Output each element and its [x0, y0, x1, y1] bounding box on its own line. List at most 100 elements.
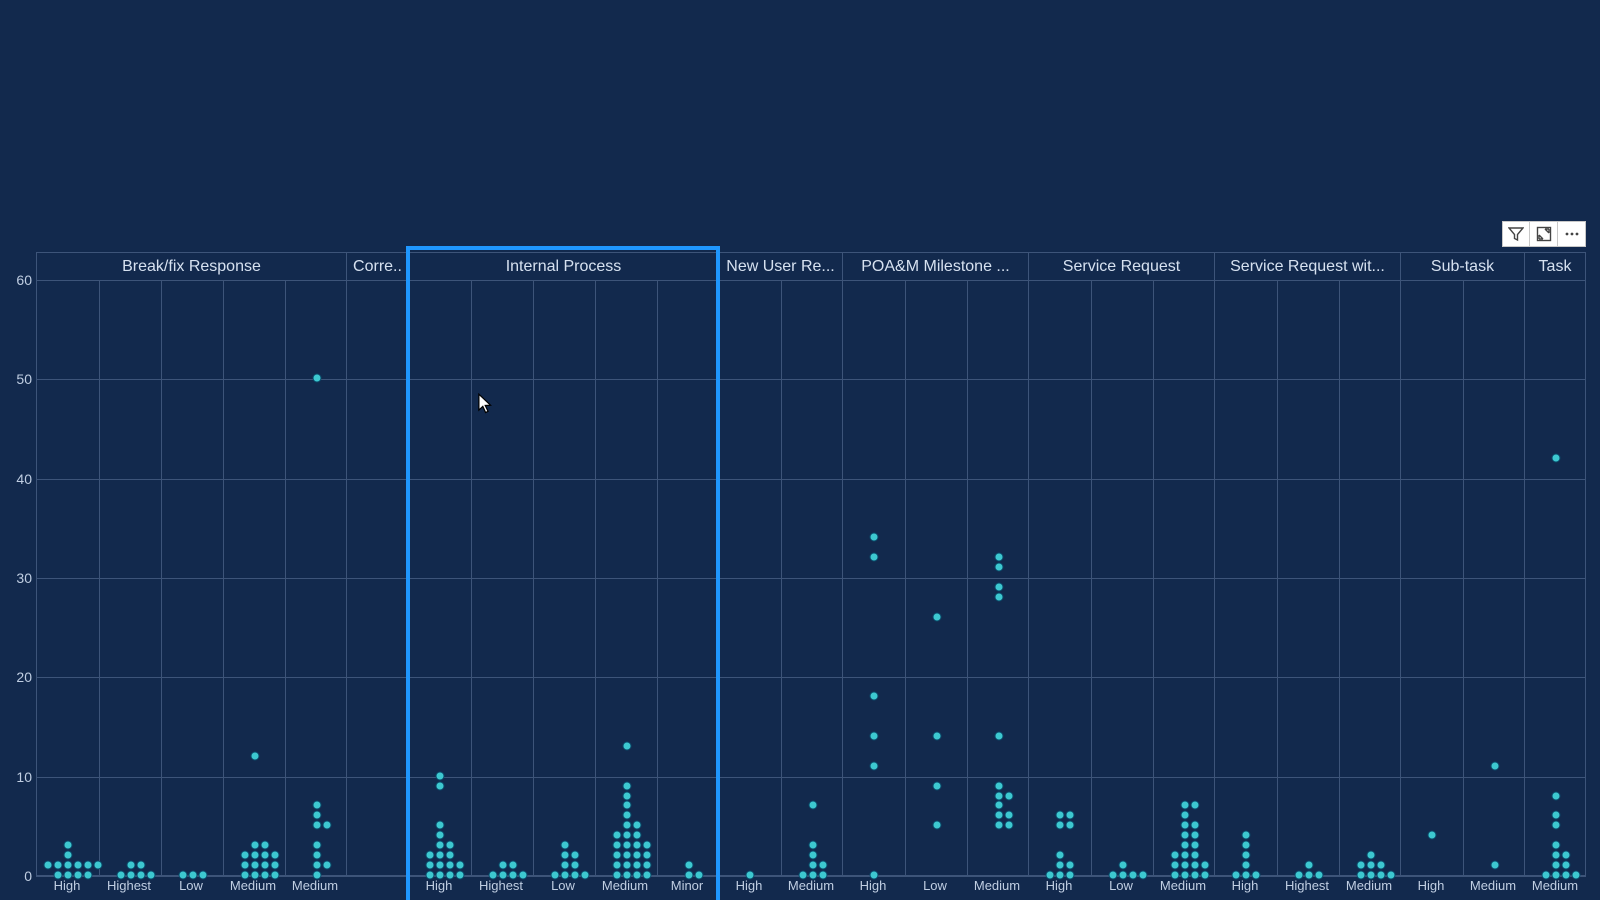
- data-point[interactable]: [1552, 821, 1561, 830]
- data-point[interactable]: [1367, 871, 1376, 880]
- data-point[interactable]: [199, 871, 208, 880]
- data-point[interactable]: [446, 851, 455, 860]
- data-point[interactable]: [1171, 851, 1180, 860]
- focus-mode-icon[interactable]: [1530, 221, 1558, 247]
- data-point[interactable]: [189, 871, 198, 880]
- data-point[interactable]: [271, 871, 280, 880]
- data-point[interactable]: [1305, 871, 1314, 880]
- data-point[interactable]: [1367, 861, 1376, 870]
- data-point[interactable]: [571, 851, 580, 860]
- data-point[interactable]: [1181, 871, 1190, 880]
- data-point[interactable]: [1181, 821, 1190, 830]
- data-point[interactable]: [94, 861, 103, 870]
- data-point[interactable]: [261, 841, 270, 850]
- data-point[interactable]: [1056, 811, 1065, 820]
- data-point[interactable]: [313, 801, 322, 810]
- facet-panel[interactable]: Break/fix Response: [36, 253, 346, 875]
- data-point[interactable]: [571, 871, 580, 880]
- data-point[interactable]: [551, 871, 560, 880]
- data-point[interactable]: [84, 871, 93, 880]
- data-point[interactable]: [1552, 871, 1561, 880]
- data-point[interactable]: [251, 751, 260, 760]
- data-point[interactable]: [995, 801, 1004, 810]
- facet-panel[interactable]: New User Re...: [718, 253, 842, 875]
- data-point[interactable]: [870, 533, 879, 542]
- data-point[interactable]: [426, 861, 435, 870]
- data-point[interactable]: [1181, 851, 1190, 860]
- data-point[interactable]: [809, 871, 818, 880]
- data-point[interactable]: [643, 841, 652, 850]
- data-point[interactable]: [1242, 861, 1251, 870]
- data-point[interactable]: [509, 861, 518, 870]
- data-point[interactable]: [1387, 871, 1396, 880]
- data-point[interactable]: [995, 781, 1004, 790]
- data-point[interactable]: [313, 841, 322, 850]
- data-point[interactable]: [1056, 851, 1065, 860]
- data-point[interactable]: [1305, 861, 1314, 870]
- data-point[interactable]: [1552, 851, 1561, 860]
- data-point[interactable]: [323, 861, 332, 870]
- facet-panel[interactable]: Task: [1524, 253, 1586, 875]
- data-point[interactable]: [623, 741, 632, 750]
- data-point[interactable]: [571, 861, 580, 870]
- data-point[interactable]: [809, 851, 818, 860]
- data-point[interactable]: [147, 871, 156, 880]
- data-point[interactable]: [313, 861, 322, 870]
- data-point[interactable]: [1428, 831, 1437, 840]
- data-point[interactable]: [1066, 871, 1075, 880]
- data-point[interactable]: [1056, 871, 1065, 880]
- data-point[interactable]: [313, 821, 322, 830]
- data-point[interactable]: [1357, 861, 1366, 870]
- data-point[interactable]: [1139, 871, 1148, 880]
- data-point[interactable]: [323, 821, 332, 830]
- facet-panel[interactable]: Corre..: [346, 253, 408, 875]
- data-point[interactable]: [613, 871, 622, 880]
- data-point[interactable]: [1552, 791, 1561, 800]
- data-point[interactable]: [685, 871, 694, 880]
- data-point[interactable]: [1066, 861, 1075, 870]
- facet-panel[interactable]: Service Request wit...: [1214, 253, 1400, 875]
- data-point[interactable]: [695, 871, 704, 880]
- data-point[interactable]: [313, 851, 322, 860]
- data-point[interactable]: [313, 811, 322, 820]
- data-point[interactable]: [643, 861, 652, 870]
- data-point[interactable]: [633, 861, 642, 870]
- data-point[interactable]: [1129, 871, 1138, 880]
- data-point[interactable]: [127, 871, 136, 880]
- data-point[interactable]: [870, 692, 879, 701]
- data-point[interactable]: [54, 871, 63, 880]
- data-point[interactable]: [1191, 871, 1200, 880]
- data-point[interactable]: [436, 771, 445, 780]
- data-point[interactable]: [1572, 871, 1581, 880]
- data-point[interactable]: [623, 811, 632, 820]
- data-point[interactable]: [870, 731, 879, 740]
- data-point[interactable]: [561, 841, 570, 850]
- data-point[interactable]: [127, 861, 136, 870]
- data-point[interactable]: [426, 871, 435, 880]
- data-point[interactable]: [819, 871, 828, 880]
- data-point[interactable]: [995, 811, 1004, 820]
- data-point[interactable]: [561, 861, 570, 870]
- data-point[interactable]: [613, 861, 622, 870]
- data-point[interactable]: [685, 861, 694, 870]
- data-point[interactable]: [809, 801, 818, 810]
- data-point[interactable]: [623, 781, 632, 790]
- data-point[interactable]: [241, 871, 250, 880]
- data-point[interactable]: [995, 791, 1004, 800]
- data-point[interactable]: [446, 841, 455, 850]
- data-point[interactable]: [1171, 871, 1180, 880]
- data-point[interactable]: [1119, 871, 1128, 880]
- data-point[interactable]: [261, 861, 270, 870]
- data-point[interactable]: [995, 821, 1004, 830]
- data-point[interactable]: [313, 871, 322, 880]
- data-point[interactable]: [809, 861, 818, 870]
- data-point[interactable]: [633, 851, 642, 860]
- data-point[interactable]: [271, 861, 280, 870]
- data-point[interactable]: [241, 851, 250, 860]
- data-point[interactable]: [1181, 811, 1190, 820]
- data-point[interactable]: [1367, 851, 1376, 860]
- data-point[interactable]: [1295, 871, 1304, 880]
- data-point[interactable]: [1191, 851, 1200, 860]
- data-point[interactable]: [251, 851, 260, 860]
- data-point[interactable]: [1181, 801, 1190, 810]
